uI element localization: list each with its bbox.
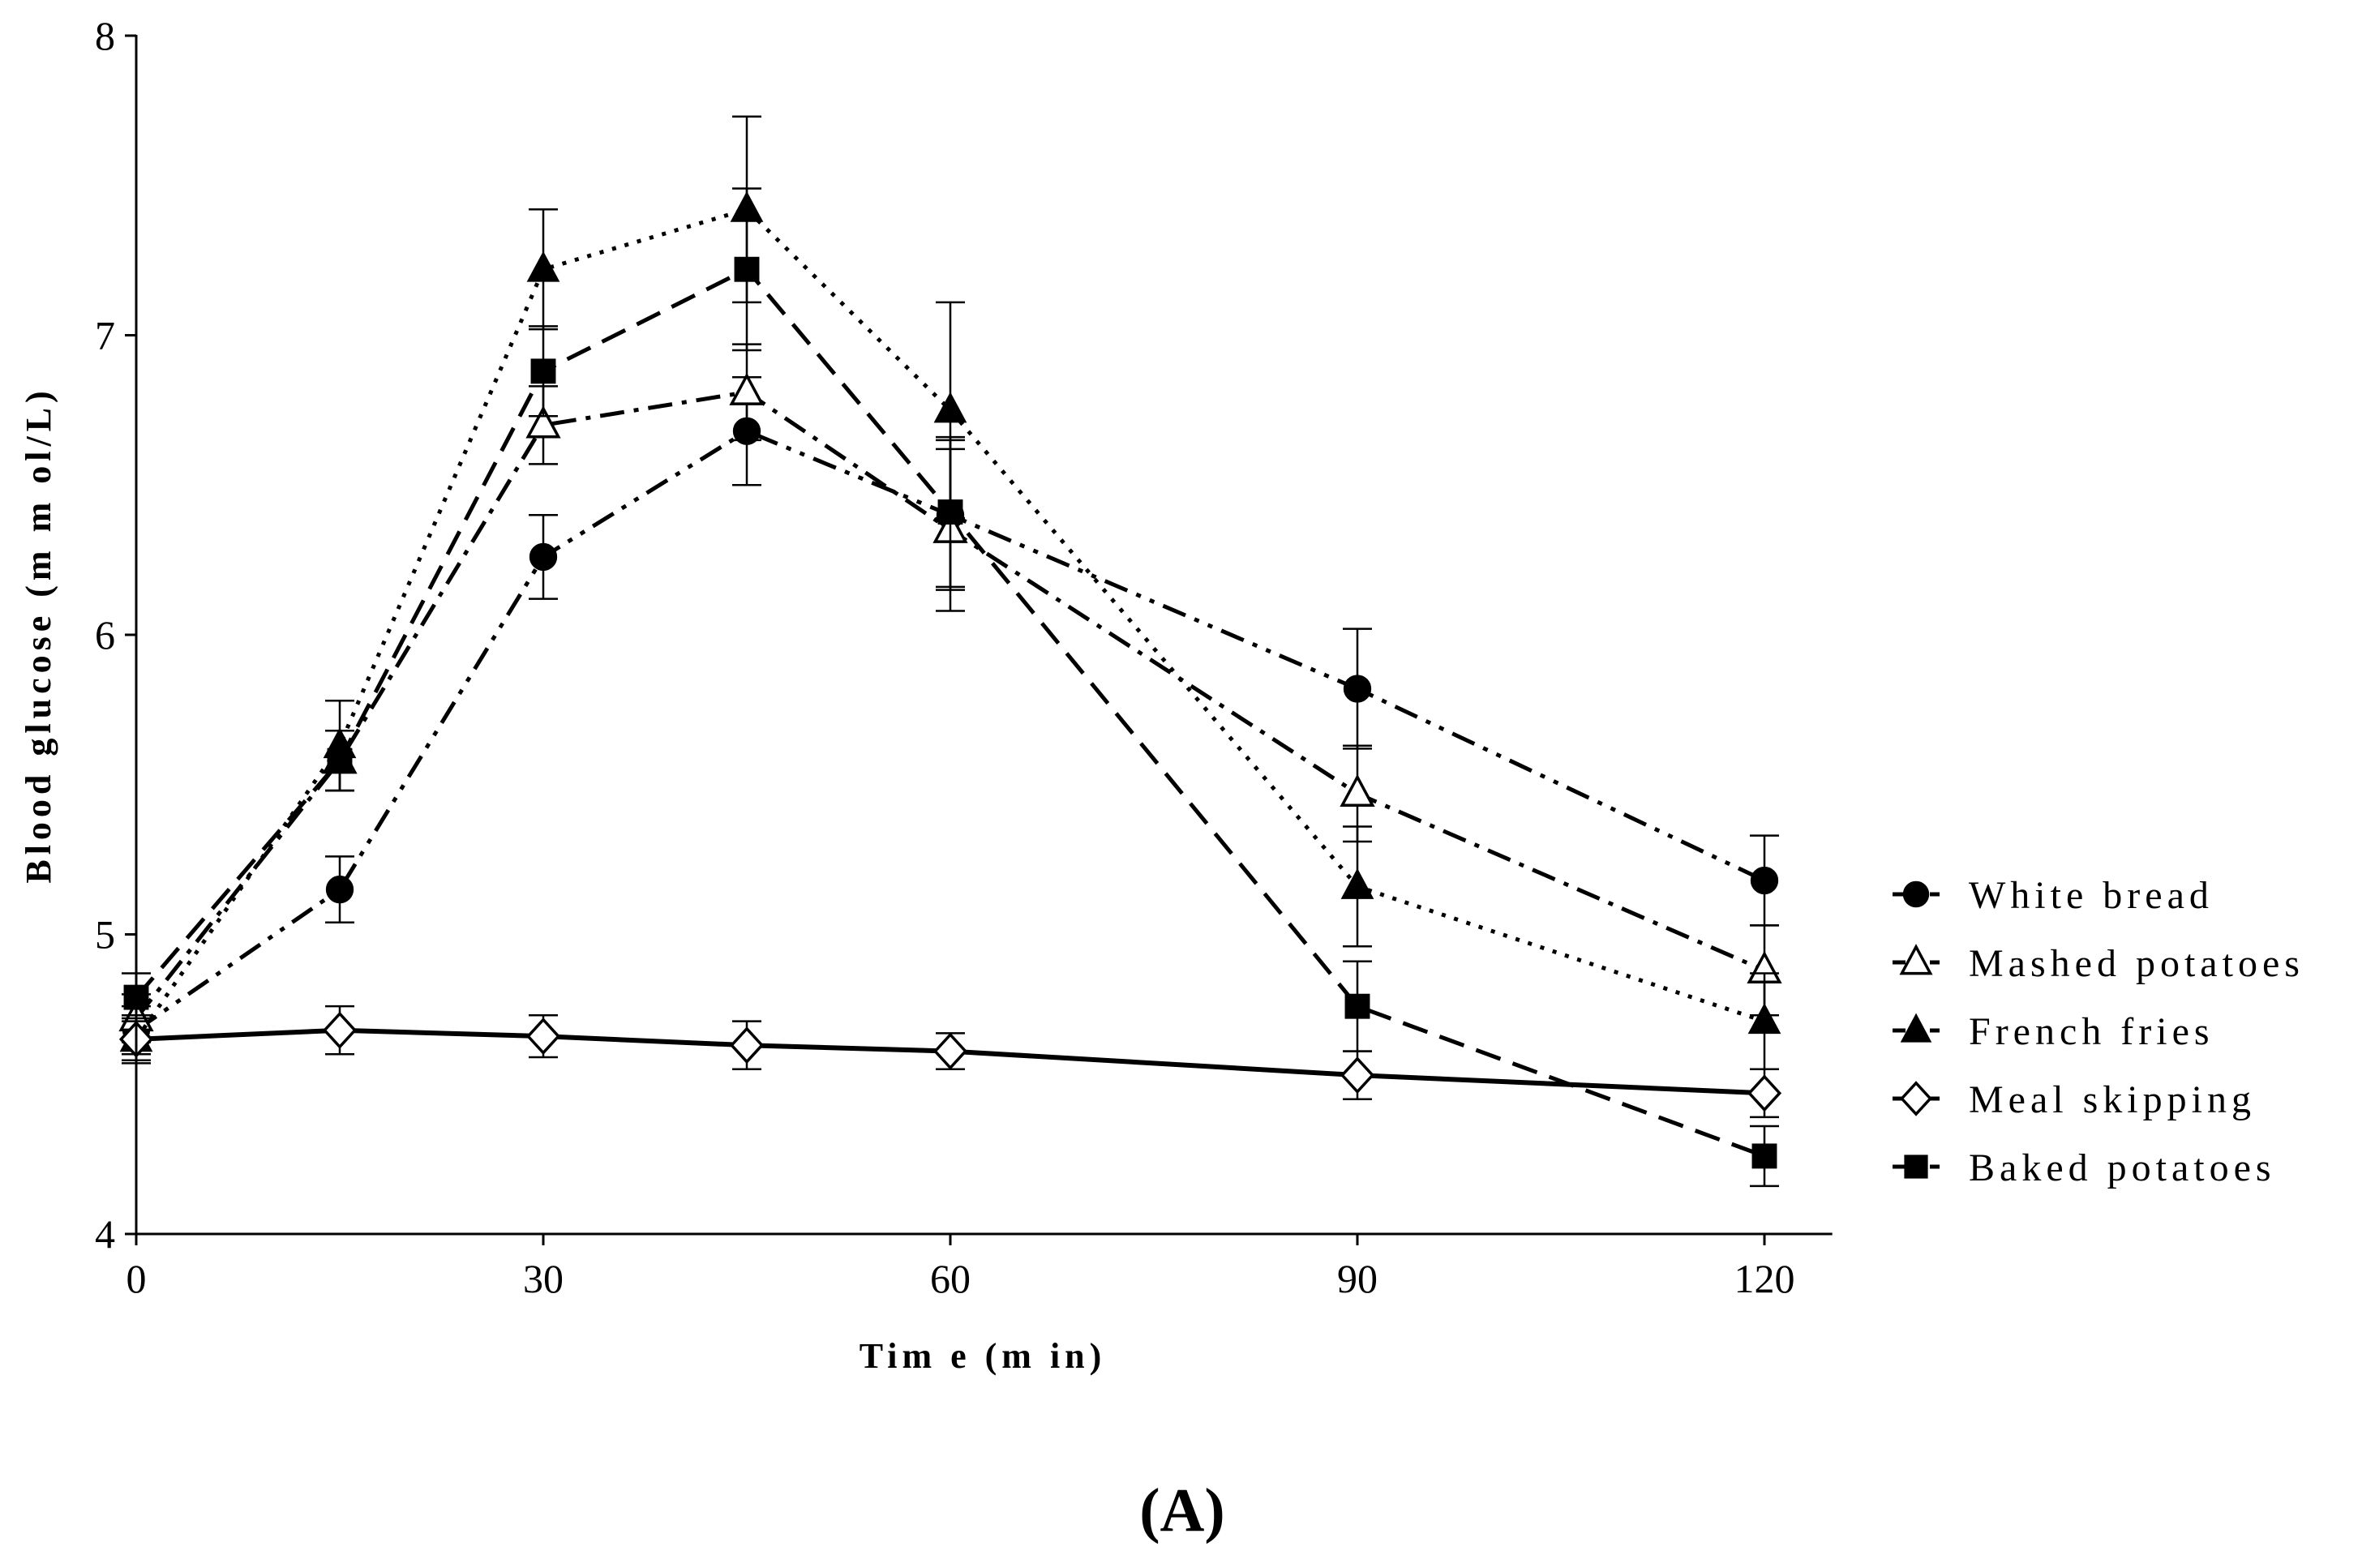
y-tick-label: 5 bbox=[95, 912, 115, 958]
point-french-fries bbox=[526, 251, 560, 282]
point-french-fries bbox=[933, 392, 967, 423]
y-tick-label: 6 bbox=[95, 612, 115, 658]
legend-label-french-fries: French fries bbox=[1969, 1010, 2214, 1053]
panel-label: (A) bbox=[1139, 1476, 1225, 1544]
point-french-fries bbox=[1747, 1003, 1781, 1035]
point-meal-skipping bbox=[322, 1011, 358, 1049]
point-meal-skipping bbox=[932, 1032, 968, 1070]
x-tick-label: 90 bbox=[1337, 1256, 1378, 1301]
point-french-fries bbox=[1340, 868, 1374, 899]
point-baked-potatoes bbox=[1344, 993, 1370, 1019]
x-tick-label: 30 bbox=[523, 1256, 564, 1301]
point-white-bread bbox=[529, 542, 558, 572]
legend-item-meal-skipping: Meal skipping bbox=[1893, 1078, 2256, 1121]
legend-label-mashed-potatoes: Mashed potatoes bbox=[1969, 942, 2304, 985]
legend-label-baked-potatoes: Baked potatoes bbox=[1969, 1146, 2276, 1189]
point-white-bread bbox=[325, 875, 354, 904]
point-meal-skipping bbox=[729, 1026, 765, 1065]
x-tick-label: 60 bbox=[930, 1256, 971, 1301]
x-axis-title: Tim e (m in) bbox=[860, 1336, 1107, 1376]
point-baked-potatoes bbox=[937, 499, 963, 525]
x-tick-label: 120 bbox=[1734, 1256, 1795, 1301]
legend-item-white-bread: White bread bbox=[1893, 874, 2214, 917]
series-lines bbox=[118, 115, 1782, 1188]
legend-item-baked-potatoes: Baked potatoes bbox=[1893, 1146, 2276, 1189]
legend: White bread Mashed potatoes French fries Me… bbox=[1893, 874, 2304, 1189]
point-baked-potatoes bbox=[530, 358, 556, 384]
legend-marker-meal-skipping bbox=[1900, 1081, 1932, 1116]
y-tick-label: 4 bbox=[95, 1211, 115, 1257]
legend-marker-baked-potatoes bbox=[1904, 1155, 1928, 1179]
legend-marker-mashed-potatoes bbox=[1899, 944, 1933, 975]
point-meal-skipping bbox=[1747, 1074, 1782, 1112]
y-tick-label: 8 bbox=[95, 13, 115, 58]
point-mashed-potatoes bbox=[1340, 773, 1375, 808]
legend-item-french-fries: French fries bbox=[1893, 1010, 2214, 1053]
point-mashed-potatoes bbox=[525, 405, 561, 439]
legend-marker-french-fries bbox=[1900, 1013, 1932, 1043]
legend-label-meal-skipping: Meal skipping bbox=[1969, 1078, 2256, 1121]
point-meal-skipping bbox=[525, 1017, 561, 1056]
point-mashed-potatoes bbox=[729, 372, 765, 405]
point-white-bread bbox=[1750, 866, 1779, 895]
y-tick-label: 7 bbox=[95, 313, 115, 358]
axis-ticks: 4 5 6 7 8 0 30 60 90 120 bbox=[95, 13, 1795, 1301]
point-baked-potatoes bbox=[1751, 1143, 1777, 1169]
series-meal-skipping bbox=[118, 1005, 1782, 1119]
point-baked-potatoes bbox=[327, 748, 353, 773]
legend-item-mashed-potatoes: Mashed potatoes bbox=[1893, 942, 2304, 985]
x-tick-label: 0 bbox=[126, 1256, 147, 1301]
point-baked-potatoes bbox=[734, 256, 760, 282]
point-white-bread bbox=[1343, 675, 1372, 703]
legend-marker-white-bread bbox=[1902, 880, 1930, 908]
y-axis-title: Blood glucose (m m ol/L) bbox=[19, 386, 58, 883]
point-meal-skipping bbox=[1340, 1056, 1375, 1095]
legend-label-white-bread: White bread bbox=[1969, 874, 2214, 917]
